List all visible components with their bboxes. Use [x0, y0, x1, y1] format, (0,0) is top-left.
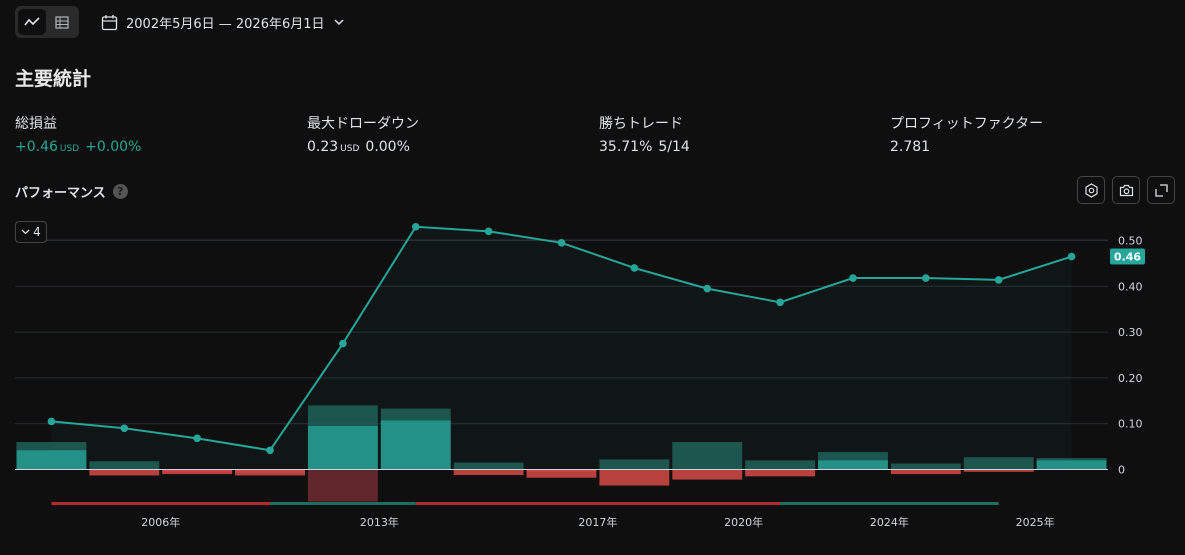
y-tick-label: 0 [1118, 464, 1125, 477]
table-icon [55, 15, 69, 29]
x-tick-label: 2025年 [1016, 515, 1055, 529]
stat-label: 勝ちトレード [599, 116, 683, 132]
x-tick-label: 2024年 [870, 515, 909, 529]
calendar-icon [101, 14, 118, 30]
date-range-label: 2002年5月6日 — 2026年6月1日 [126, 16, 325, 32]
camera-icon [1119, 184, 1133, 196]
bar-gross [453, 462, 524, 470]
fullscreen-icon [1154, 183, 1168, 197]
bar-net [963, 469, 1034, 472]
equity-point [47, 417, 56, 426]
bar-gross [672, 442, 743, 470]
date-range-picker[interactable]: 2002年5月6日 — 2026年6月1日 [101, 13, 345, 32]
stat-count: 5/14 [658, 139, 690, 155]
equity-point [849, 274, 857, 282]
y-tick-label: 0.20 [1118, 372, 1143, 385]
stat-max-drawdown: 最大ドローダウン 0.23 USD 0.00% [307, 113, 419, 155]
performance-title: パフォーマンス ? [15, 182, 128, 201]
bar-net [745, 469, 816, 477]
bar-net [380, 420, 451, 470]
y-tick-label: 0.30 [1118, 326, 1143, 339]
performance-label: パフォーマンス [15, 186, 106, 201]
table-view-button[interactable] [48, 9, 76, 35]
stat-profit-factor: プロフィットファクター 2.781 [890, 113, 1043, 155]
stat-unit: USD [59, 144, 80, 154]
help-icon[interactable]: ? [112, 184, 128, 199]
bar-gross [745, 460, 816, 470]
last-value-label: 0.46 [1114, 251, 1141, 264]
bar-net [307, 425, 378, 470]
trade-outcome-segment [270, 502, 416, 505]
stat-label: プロフィットファクター [890, 116, 1044, 132]
chart-view-button[interactable] [18, 9, 46, 35]
stat-percent: +0.00% [85, 139, 142, 155]
equity-point [776, 298, 784, 307]
equity-point [411, 222, 420, 231]
bar-net [235, 469, 305, 476]
trade-outcome-segment [780, 502, 999, 505]
page-title: 主要統計 [15, 68, 92, 90]
equity-point [266, 446, 274, 455]
bar-net [890, 469, 961, 475]
equity-point [120, 424, 129, 433]
equity-point [193, 434, 201, 443]
x-tick-label: 2017年 [578, 515, 617, 529]
stat-value: +0.46 [15, 139, 58, 155]
equity-point [339, 339, 347, 348]
performance-chart: 0.50 0.40 0.30 0.20 0.10 0 0.46 2006年 2013年 2017年… [15, 222, 1145, 529]
last-value-badge [1110, 248, 1145, 265]
equity-point [994, 276, 1003, 284]
stat-unit: USD [340, 144, 360, 154]
bar-gross [599, 459, 670, 470]
bar-net [599, 469, 670, 486]
x-tick-label: 2013年 [360, 515, 399, 529]
chevron-down-icon [21, 229, 30, 235]
toolbar: 2002年5月6日 — 2026年6月1日 [15, 6, 345, 38]
equity-point [922, 274, 930, 282]
equity-point [630, 264, 639, 272]
stat-label: 総損益 [15, 116, 57, 132]
stat-label: 最大ドローダウン [307, 116, 419, 132]
collapse-count: 4 [33, 225, 41, 239]
chart-tools [1077, 176, 1175, 204]
bar-net [672, 469, 743, 480]
settings-icon [1084, 182, 1098, 198]
snapshot-button[interactable] [1112, 176, 1140, 204]
bar-drawdown [307, 469, 378, 502]
y-tick-label: 0.40 [1118, 280, 1143, 293]
equity-point [557, 238, 566, 247]
settings-button[interactable] [1077, 176, 1105, 204]
bar-net [453, 469, 524, 475]
stat-win-trades: 勝ちトレード 35.71% 5/14 [599, 113, 690, 155]
stat-net-profit: 総損益 +0.46 USD +0.00% [15, 113, 141, 155]
fullscreen-button[interactable] [1147, 176, 1175, 204]
x-tick-label: 2006年 [141, 515, 180, 529]
collapse-button[interactable]: 4 [15, 221, 47, 243]
stat-percent: 0.00% [365, 139, 410, 155]
line-chart-icon [24, 17, 40, 26]
equity-point [1067, 252, 1076, 261]
view-toggle [15, 6, 79, 38]
equity-point [703, 284, 712, 293]
trade-outcome-segment [415, 502, 781, 505]
y-tick-label: 0.10 [1118, 418, 1143, 431]
bar-net [162, 469, 233, 475]
bar-net [16, 450, 87, 470]
x-tick-label: 2020年 [724, 515, 763, 529]
y-tick-label: 0.50 [1118, 235, 1143, 248]
equity-point [484, 227, 493, 236]
bar-net [1036, 460, 1107, 470]
bar-net [818, 460, 888, 470]
bar-gross [89, 461, 160, 470]
stat-value: 2.781 [890, 139, 931, 155]
stat-value: 35.71% [599, 139, 653, 155]
equity-area [51, 226, 1072, 470]
bar-net [89, 469, 160, 476]
stat-value: 0.23 [307, 139, 339, 155]
bar-gross [890, 463, 961, 470]
chevron-down-icon [334, 19, 344, 26]
trade-outcome-segment [51, 502, 271, 505]
bar-gross [963, 457, 1034, 470]
bar-net [526, 469, 597, 478]
